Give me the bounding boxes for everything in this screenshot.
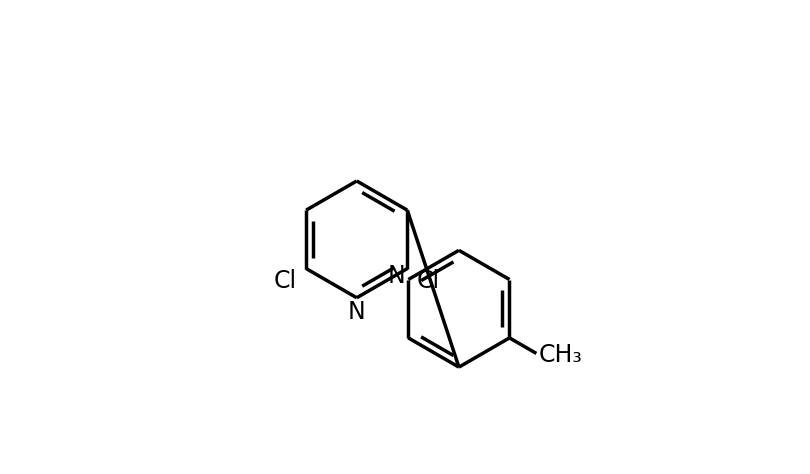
Text: Cl: Cl	[274, 269, 297, 293]
Text: Cl: Cl	[416, 269, 440, 293]
Text: N: N	[388, 264, 406, 288]
Text: N: N	[347, 300, 365, 324]
Text: CH₃: CH₃	[538, 343, 582, 367]
